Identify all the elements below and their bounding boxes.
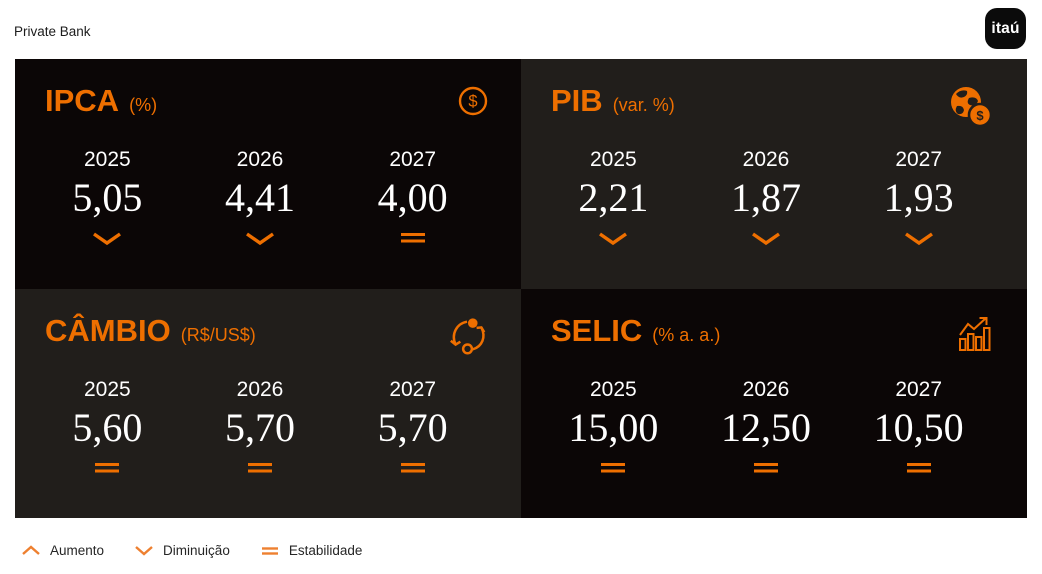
panel-selic: SELIC (% a. a.) 2025 15,00 xyxy=(521,288,1027,518)
panel-pib: PIB (var. %) $ 2025 2,21 xyxy=(521,59,1027,289)
panel-cambio-title: CÂMBIO xyxy=(45,312,171,348)
panel-cambio-header: CÂMBIO (R$/US$) xyxy=(45,315,493,346)
legend-item-diminuicao: Diminuição xyxy=(134,543,230,558)
panel-cambio: CÂMBIO (R$/US$) 2025 5,60 xyxy=(15,288,521,518)
year-label: 2025 xyxy=(589,148,637,171)
trend-down-icon xyxy=(90,230,124,247)
kpi-column: 2027 5,70 xyxy=(336,377,489,477)
kpi-column: 2027 10,50 xyxy=(842,377,995,477)
legend-label: Estabilidade xyxy=(288,543,363,558)
year-label: 2025 xyxy=(83,148,131,171)
year-label: 2026 xyxy=(742,148,790,171)
kpi-value: 1,93 xyxy=(883,175,954,221)
kpi-column: 2025 2,21 xyxy=(537,147,690,247)
panel-cambio-unit: (R$/US$) xyxy=(180,324,256,345)
kpi-value: 15,00 xyxy=(568,404,659,450)
panel-pib-header: PIB (var. %) xyxy=(551,85,999,116)
year-label: 2026 xyxy=(236,148,284,171)
chevron-down-icon xyxy=(134,545,154,556)
year-label: 2027 xyxy=(895,148,943,171)
panel-selic-unit: (% a. a.) xyxy=(652,324,721,345)
kpi-grid: IPCA (%) $ 2025 5,05 2026 4,41 xyxy=(15,59,1027,518)
kpi-value: 2,21 xyxy=(578,175,649,221)
legend-label: Aumento xyxy=(50,543,105,558)
legend-item-estabilidade: Estabilidade xyxy=(260,543,363,558)
equals-icon xyxy=(260,545,280,556)
legend-item-aumento: Aumento xyxy=(21,543,104,558)
panel-ipca-unit: (%) xyxy=(129,95,158,115)
trend-stable-icon xyxy=(904,460,934,477)
currency-exchange-icon xyxy=(447,315,489,357)
trend-stable-icon xyxy=(245,460,275,477)
kpi-value: 5,60 xyxy=(72,404,143,450)
year-label: 2025 xyxy=(589,377,637,401)
panel-ipca-header: IPCA (%) xyxy=(45,85,493,116)
kpi-column: 2027 4,00 xyxy=(336,147,489,247)
svg-text:$: $ xyxy=(976,108,984,123)
year-label: 2025 xyxy=(83,377,131,401)
brand-label: Private Bank xyxy=(14,24,91,39)
itau-logo: itaú xyxy=(985,8,1026,49)
legend: Aumento Diminuição Estabilidade xyxy=(21,543,362,558)
kpi-column: 2025 5,05 xyxy=(31,147,184,247)
trend-down-icon xyxy=(749,230,783,247)
kpi-column: 2027 1,93 xyxy=(842,147,995,247)
year-label: 2026 xyxy=(236,377,284,401)
panel-cambio-columns: 2025 5,60 2026 5,70 2027 5,70 xyxy=(31,377,489,477)
panel-selic-columns: 2025 15,00 2026 12,50 2027 10,50 xyxy=(537,377,995,477)
year-label: 2027 xyxy=(389,377,437,401)
panel-ipca-title: IPCA xyxy=(45,83,120,118)
panel-ipca: IPCA (%) $ 2025 5,05 2026 4,41 xyxy=(15,59,521,289)
trend-stable-icon xyxy=(92,460,122,477)
kpi-value: 12,50 xyxy=(721,404,811,450)
trend-stable-icon xyxy=(398,230,428,247)
kpi-value: 10,50 xyxy=(873,404,964,450)
dollar-circle-icon: $ xyxy=(457,85,489,117)
kpi-column: 2026 4,41 xyxy=(184,147,337,247)
trend-down-icon xyxy=(243,230,277,247)
panel-pib-unit: (var. %) xyxy=(612,95,675,115)
kpi-value: 5,05 xyxy=(72,175,143,221)
kpi-value: 4,00 xyxy=(377,175,448,221)
year-label: 2027 xyxy=(895,377,943,401)
trend-down-icon xyxy=(902,230,936,247)
kpi-column: 2025 5,60 xyxy=(31,377,184,477)
year-label: 2027 xyxy=(389,148,437,171)
svg-text:$: $ xyxy=(468,93,477,111)
trend-stable-icon xyxy=(751,460,781,477)
trend-stable-icon xyxy=(398,460,428,477)
kpi-column: 2026 5,70 xyxy=(184,377,337,477)
trend-down-icon xyxy=(596,230,630,247)
panel-selic-header: SELIC (% a. a.) xyxy=(551,315,999,346)
panel-pib-title: PIB xyxy=(551,83,603,118)
year-label: 2026 xyxy=(742,377,790,401)
panel-selic-title: SELIC xyxy=(551,312,643,348)
kpi-value: 5,70 xyxy=(377,404,448,450)
kpi-column: 2026 12,50 xyxy=(690,377,843,477)
kpi-value: 4,41 xyxy=(225,175,295,221)
panel-ipca-columns: 2025 5,05 2026 4,41 2027 4,00 xyxy=(31,147,489,247)
kpi-value: 5,70 xyxy=(225,404,295,450)
bar-chart-growth-icon xyxy=(955,315,995,353)
globe-dollar-icon: $ xyxy=(947,85,995,129)
legend-label: Diminuição xyxy=(163,543,230,558)
kpi-column: 2025 15,00 xyxy=(537,377,690,477)
panel-pib-columns: 2025 2,21 2026 1,87 2027 1,93 xyxy=(537,147,995,247)
kpi-value: 1,87 xyxy=(731,175,801,221)
chevron-up-icon xyxy=(21,545,41,556)
itau-logo-text: itaú xyxy=(991,19,1020,37)
kpi-column: 2026 1,87 xyxy=(690,147,843,247)
trend-stable-icon xyxy=(598,460,628,477)
